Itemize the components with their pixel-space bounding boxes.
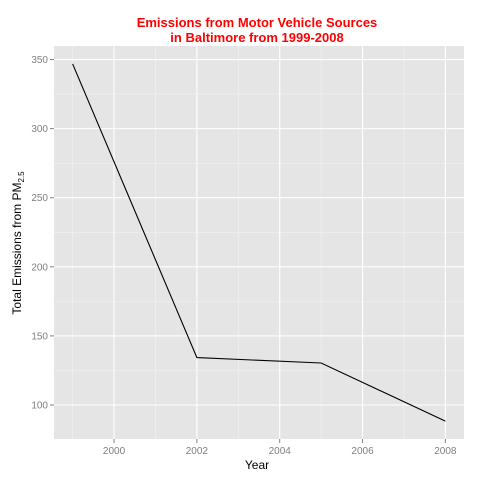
major-gridlines — [54, 46, 464, 439]
y-axis-title-main: Total Emissions from PM — [10, 183, 24, 315]
chart-title-line-1: Emissions from Motor Vehicle Sources — [137, 15, 378, 30]
y-axis-title-subscript: 2.5 — [17, 171, 26, 183]
y-tick-label: 150 — [31, 331, 48, 342]
y-tick-label: 250 — [31, 193, 48, 204]
x-tick-labels: 2000 2002 2004 2006 2008 — [103, 446, 457, 457]
x-tick-label: 2002 — [186, 446, 209, 457]
chart-title-line-2: in Baltimore from 1999-2008 — [170, 30, 343, 45]
y-axis-title: Total Emissions from PM2.5 — [10, 171, 26, 315]
y-tick-label: 100 — [31, 401, 48, 412]
x-tick-label: 2004 — [269, 446, 292, 457]
x-tick-label: 2000 — [103, 446, 126, 457]
x-tick-label: 2008 — [434, 446, 457, 457]
minor-gridlines — [54, 46, 464, 439]
emissions-series-line — [72, 63, 446, 422]
x-tick-label: 2006 — [351, 446, 374, 457]
y-tick-label: 350 — [31, 55, 48, 66]
y-tick-labels: 100 150 200 250 300 350 — [31, 55, 48, 411]
plot-panel — [54, 46, 464, 439]
y-tick-marks — [50, 59, 54, 406]
x-axis-title: Year — [245, 458, 269, 472]
x-tick-marks — [113, 439, 446, 443]
y-tick-label: 200 — [31, 262, 48, 273]
y-tick-label: 300 — [31, 124, 48, 135]
